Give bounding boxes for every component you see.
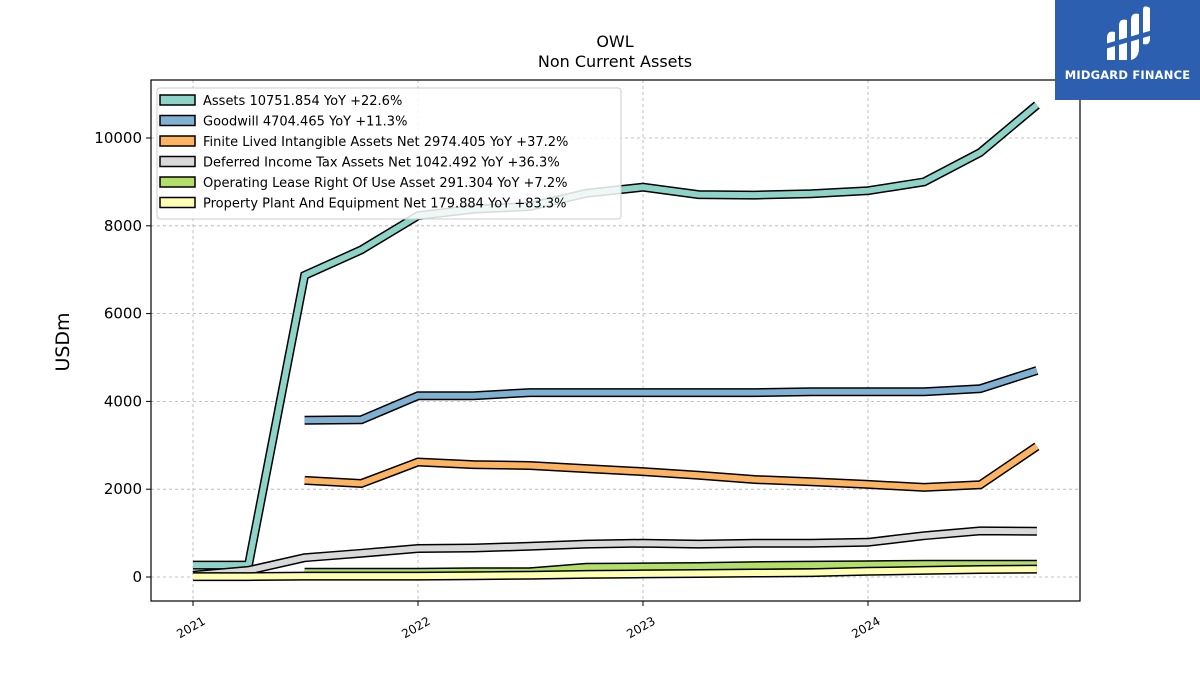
legend-label: Assets 10751.854 YoY +22.6% — [203, 94, 402, 109]
legend-swatch — [159, 155, 196, 168]
midgard-finance-logo: MIDGARD FINANCE — [1055, 0, 1200, 100]
legend-label: Deferred Income Tax Assets Net 1042.492 … — [203, 156, 560, 171]
y-tick-label: 2000 — [104, 480, 142, 498]
y-tick-label: 10000 — [94, 129, 142, 147]
chart-title: OWL — [596, 32, 633, 51]
series-line — [304, 367, 1038, 424]
legend-swatch — [159, 94, 196, 106]
legend-box — [156, 87, 622, 220]
y-tick-label: 6000 — [104, 305, 142, 323]
series-line — [304, 443, 1039, 491]
plot-frame — [150, 79, 1081, 602]
legend-label: Finite Lived Intangible Assets Net 2974.… — [203, 135, 568, 150]
y-tick-label: 0 — [132, 568, 142, 586]
x-tick-label: 2021 — [174, 614, 207, 641]
x-tick-label: 2022 — [399, 614, 432, 641]
legend-label: Property Plant And Equipment Net 179.884… — [203, 197, 567, 212]
series-line-outline — [304, 442, 1040, 492]
legend-label: Operating Lease Right Of Use Asset 291.3… — [203, 176, 567, 191]
x-tick-label: 2023 — [624, 614, 657, 641]
midgard-logo-icon — [1105, 6, 1153, 61]
y-tick-label: 4000 — [104, 392, 142, 410]
legend-swatch — [159, 114, 196, 127]
legend: Assets 10751.854 YoY +22.6% Goodwill 4704… — [156, 87, 622, 220]
brand-name: MIDGARD FINANCE — [1064, 68, 1191, 82]
y-axis-label: USDm — [52, 312, 74, 371]
legend-swatch — [159, 196, 196, 209]
chart-subtitle: Non Current Assets — [538, 52, 692, 71]
series-line — [193, 566, 1037, 580]
series-lines — [192, 101, 1040, 582]
y-axis-ticks: 0 2000 4000 6000 8000 10000 — [94, 129, 151, 586]
legend-swatch — [159, 135, 196, 147]
legend-swatch — [159, 176, 196, 188]
series-line — [192, 527, 1037, 579]
y-tick-label: 8000 — [104, 217, 142, 235]
legend-label: Goodwill 4704.465 YoY +11.3% — [203, 115, 407, 130]
x-axis-ticks: 2021 2022 2023 2024 — [174, 601, 883, 641]
x-tick-label: 2024 — [849, 614, 882, 641]
